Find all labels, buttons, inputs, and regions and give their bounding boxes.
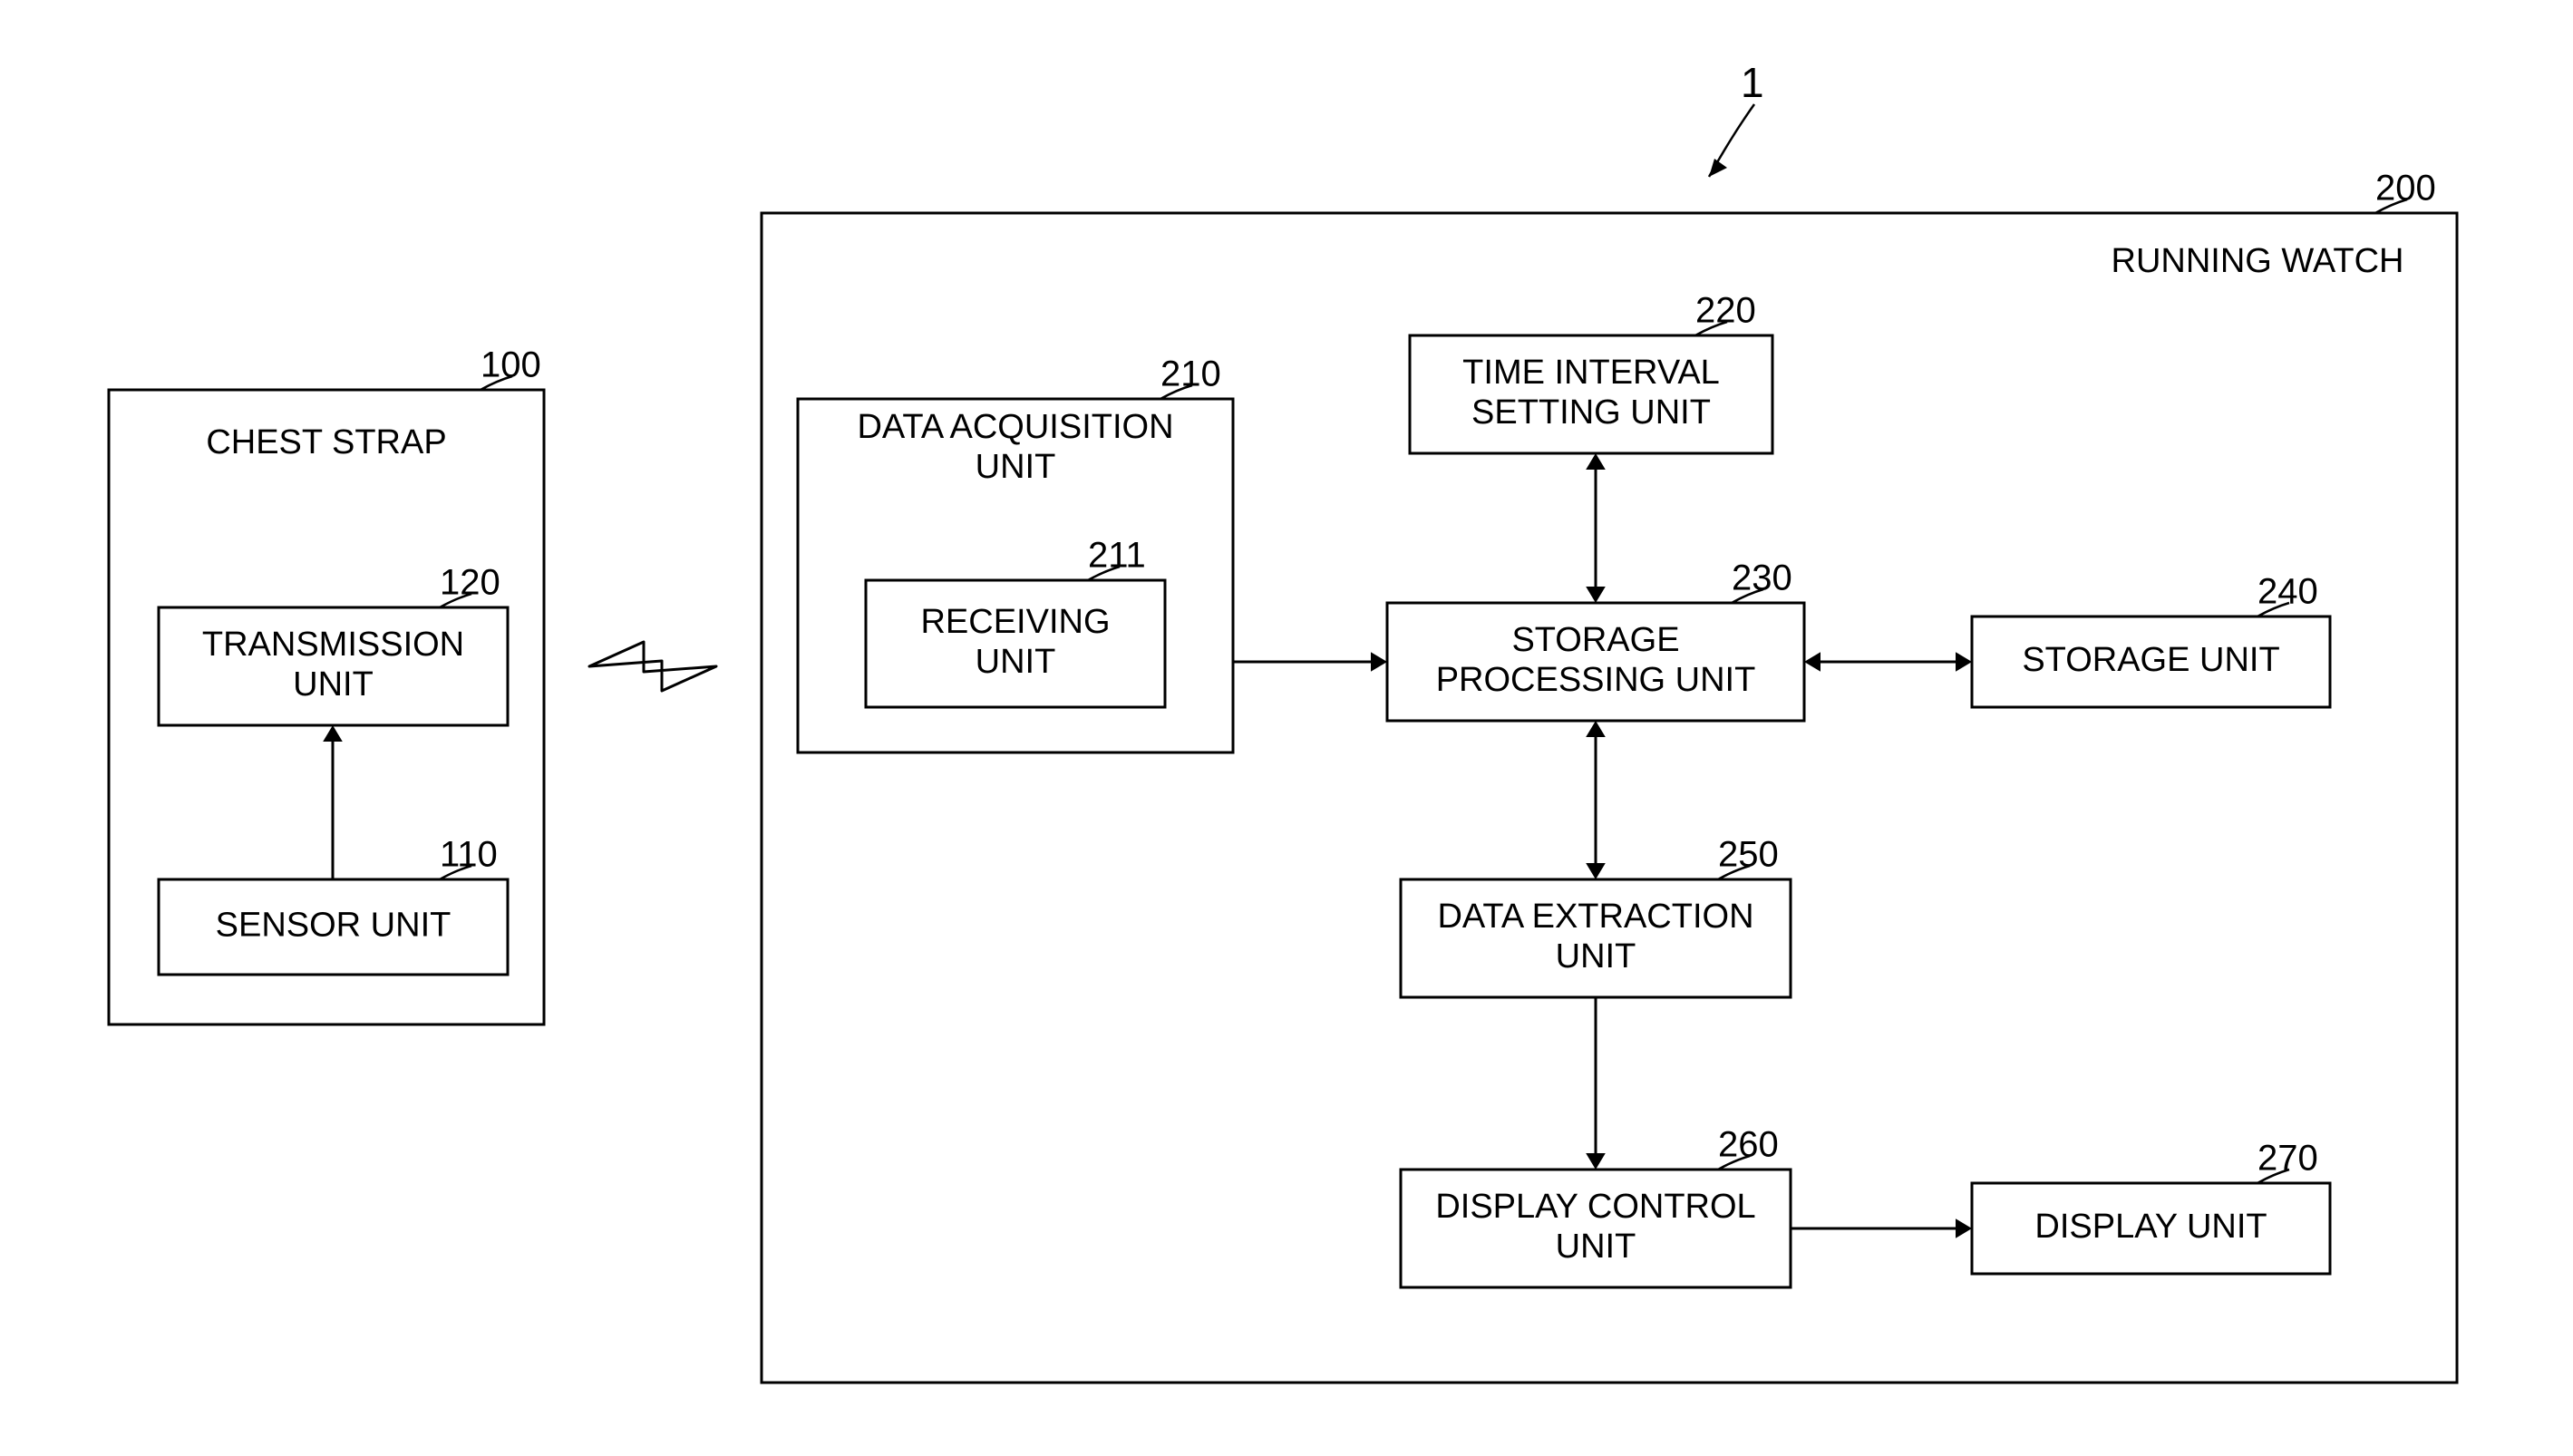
storage-unit-label-0: STORAGE UNIT [2022,641,2279,679]
transmission-unit-ref: 120 [440,563,500,603]
storage-processing-unit-label-1: PROCESSING UNIT [1436,661,1756,699]
storage-unit-ref: 240 [2257,572,2318,612]
data-extraction-unit-ref: 250 [1718,835,1779,875]
system-ref: 1 [1741,59,1764,106]
transmission-unit-label-1: UNIT [293,665,374,704]
data-acquisition-unit-ref: 210 [1160,354,1221,394]
display-unit-label-0: DISPLAY UNIT [2034,1208,2267,1246]
storage-processing-unit-ref: 230 [1732,558,1792,598]
transmission-unit-label-0: TRANSMISSION [202,626,464,664]
display-control-unit-ref: 260 [1718,1125,1779,1165]
diagram-root: CHEST STRAP 100 RUNNING WATCH 200 TRANSMISSI… [0,0,2573,1456]
data-extraction-unit-label-0: DATA EXTRACTION [1437,898,1753,936]
storage-processing-unit-label-0: STORAGE [1511,621,1679,659]
receiving-unit-ref: 211 [1088,536,1146,576]
running-watch-ref: 200 [2375,169,2436,209]
chest-strap-title: CHEST STRAP [206,423,446,461]
data-acquisition-unit-label-1: UNIT [976,448,1056,486]
data-extraction-unit-label-1: UNIT [1556,937,1636,976]
time-interval-setting-unit-label-1: SETTING UNIT [1471,393,1711,432]
receiving-unit-label-0: RECEIVING [920,603,1110,641]
receiving-unit-label-1: UNIT [976,643,1056,681]
chest-strap-ref: 100 [481,345,541,385]
time-interval-setting-unit-ref: 220 [1695,291,1756,331]
sensor-unit-ref: 110 [440,835,498,875]
data-acquisition-unit-label-0: DATA ACQUISITION [857,408,1173,446]
display-control-unit-label-0: DISPLAY CONTROL [1435,1188,1755,1226]
time-interval-setting-unit-label-0: TIME INTERVAL [1462,354,1720,392]
display-control-unit-label-1: UNIT [1556,1228,1636,1266]
display-unit-ref: 270 [2257,1139,2318,1179]
running-watch-title: RUNNING WATCH [2112,242,2404,280]
sensor-unit-label-0: SENSOR UNIT [216,907,451,945]
